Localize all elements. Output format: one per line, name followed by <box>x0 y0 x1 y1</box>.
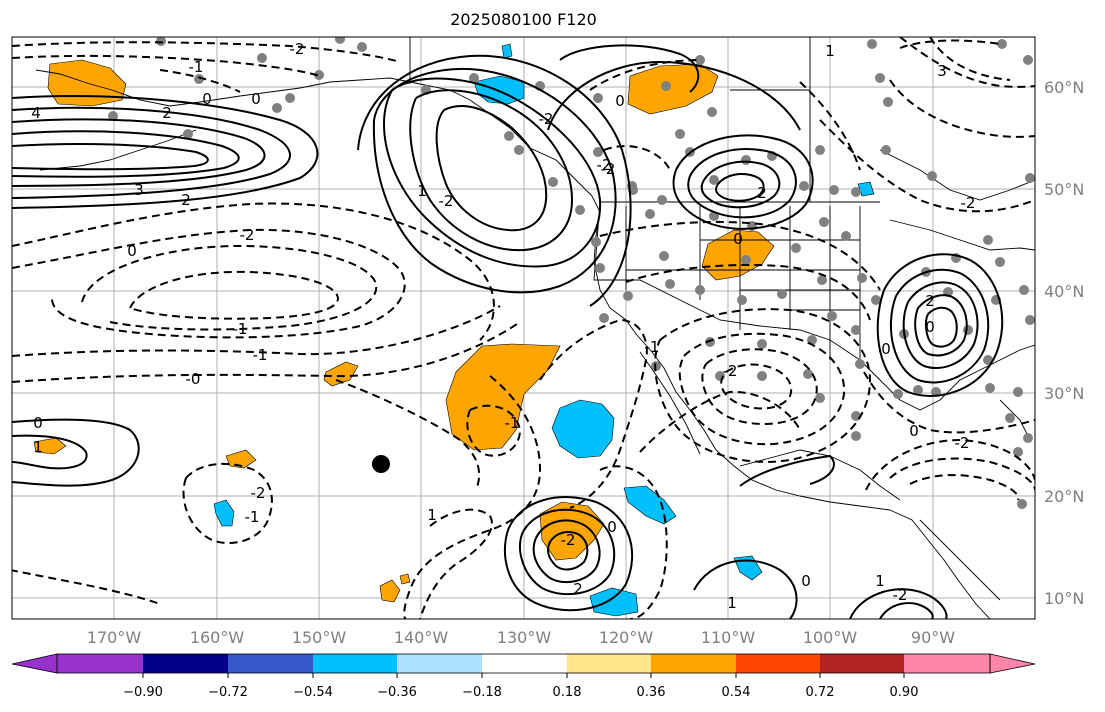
coastlines-and-borders <box>35 37 1035 619</box>
contour-label: 2 <box>181 191 191 209</box>
map-title: 2025080100 F120 <box>450 10 597 29</box>
lat-label: 60°N <box>1044 78 1084 97</box>
colorbar-tick-label: −0.72 <box>208 685 248 700</box>
colorbar-tick-label: 0.72 <box>806 685 835 700</box>
colorbar-bin <box>313 654 397 673</box>
colorbar: −0.90 −0.72 −0.54 −0.36 −0.18 0.18 0.36 … <box>11 653 1036 700</box>
colorbar-bin <box>736 654 820 673</box>
contour-label: 2 <box>573 580 583 598</box>
longitude-axis-labels: 170°W 160°W 150°W 140°W 130°W 120°W 110°… <box>87 628 955 647</box>
colorbar-tick-label: 0.90 <box>890 685 919 700</box>
contour-label: 0 <box>33 414 43 432</box>
lon-label: 170°W <box>87 628 142 647</box>
colorbar-extend-low <box>11 653 58 674</box>
colorbar-bin <box>482 654 567 673</box>
dashed-contours <box>12 37 1035 619</box>
contour-label: 0 <box>925 318 935 336</box>
positive-anomaly-shading <box>33 59 775 603</box>
colorbar-bin <box>651 654 736 673</box>
contour-label: -2 <box>290 40 305 58</box>
contour-label: -2 <box>723 362 738 380</box>
solid-contours <box>12 44 1004 619</box>
contour-label: 1 <box>417 182 427 200</box>
colorbar-bin <box>567 654 651 673</box>
colorbar-bin <box>57 654 143 673</box>
contour-label: 0 <box>615 92 625 110</box>
contour-label: 3 <box>134 181 144 199</box>
lon-label: 140°W <box>394 628 449 647</box>
colorbar-extend-high <box>989 653 1036 674</box>
colorbar-tick-label: −0.90 <box>123 685 163 700</box>
contour-label: -2 <box>439 192 454 210</box>
lon-label: 160°W <box>190 628 245 647</box>
colorbar-bin <box>143 654 228 673</box>
lon-label: 110°W <box>701 628 756 647</box>
contour-label: 0 <box>909 422 919 440</box>
contour-label: -1 <box>245 508 260 526</box>
lon-label: 100°W <box>803 628 858 647</box>
latitude-axis-labels: 60°N 50°N 40°N 30°N 20°N 10°N <box>1044 78 1084 608</box>
contour-label: -2 <box>597 156 612 174</box>
contour-label: -1 <box>233 320 248 338</box>
colorbar-tick-label: −0.54 <box>293 685 333 700</box>
colorbar-bin <box>820 654 904 673</box>
colorbar-bin <box>904 654 990 673</box>
contour-label: -2 <box>961 194 976 212</box>
contour-label: -1 <box>505 414 520 432</box>
contour-label: 1 <box>825 42 835 60</box>
contour-label: -2 <box>240 226 255 244</box>
contour-label: 2 <box>757 184 767 202</box>
lat-label: 50°N <box>1044 180 1084 199</box>
colorbar-bin <box>397 654 482 673</box>
lon-label: 150°W <box>292 628 347 647</box>
contour-label: -0 <box>186 370 201 388</box>
contour-label: 1 <box>727 594 737 612</box>
colorbar-bin <box>228 654 313 673</box>
contour-labels: 4 3 2 -1 0 2 0 -2 0 -2 -1 -0 0 1 -1 -2 -… <box>31 40 975 612</box>
contour-label: 2 <box>925 292 935 310</box>
storm-center-marker <box>372 455 390 473</box>
colorbar-tick-label: −0.18 <box>462 685 502 700</box>
lat-label: 30°N <box>1044 384 1084 403</box>
colorbar-tick-label: 0.54 <box>722 685 751 700</box>
contour-label: 0 <box>881 340 891 358</box>
contour-label: 0 <box>251 90 261 108</box>
contour-label: -2 <box>893 586 908 604</box>
contour-label: -2 <box>251 484 266 502</box>
map-frame <box>11 36 1036 620</box>
contour-label: 0 <box>733 230 743 248</box>
contour-label: -1 <box>253 346 268 364</box>
contour-label: 0 <box>607 518 617 536</box>
contour-label: -2 <box>539 110 554 128</box>
contour-label: 4 <box>31 104 41 122</box>
contour-label: 3 <box>937 62 947 80</box>
lat-label: 20°N <box>1044 487 1084 506</box>
contour-label: 0 <box>801 572 811 590</box>
contour-label: 0 <box>202 90 212 108</box>
contour-label: -2 <box>561 531 576 549</box>
contour-label: 0 <box>127 242 137 260</box>
colorbar-tick-label: 0.18 <box>553 685 582 700</box>
contour-label: -2 <box>955 434 970 452</box>
contour-label: 1 <box>875 572 885 590</box>
contour-label: -1 <box>645 338 660 356</box>
lat-label: 40°N <box>1044 282 1084 301</box>
contour-label: -2 <box>601 160 616 178</box>
contour-label: 1 <box>33 438 43 456</box>
lon-label: 120°W <box>599 628 654 647</box>
colorbar-tick-label: 0.36 <box>637 685 666 700</box>
contour-label: 1 <box>427 506 437 524</box>
map-panel: 4 3 2 -1 0 2 0 -2 0 -2 -1 -0 0 1 -1 -2 -… <box>12 37 1035 619</box>
lon-label: 130°W <box>497 628 552 647</box>
lon-label: 90°W <box>911 628 955 647</box>
colorbar-tick-label: −0.36 <box>377 685 417 700</box>
contour-label: 2 <box>162 104 172 122</box>
lat-label: 10°N <box>1044 589 1084 608</box>
contour-label: -1 <box>189 58 204 76</box>
